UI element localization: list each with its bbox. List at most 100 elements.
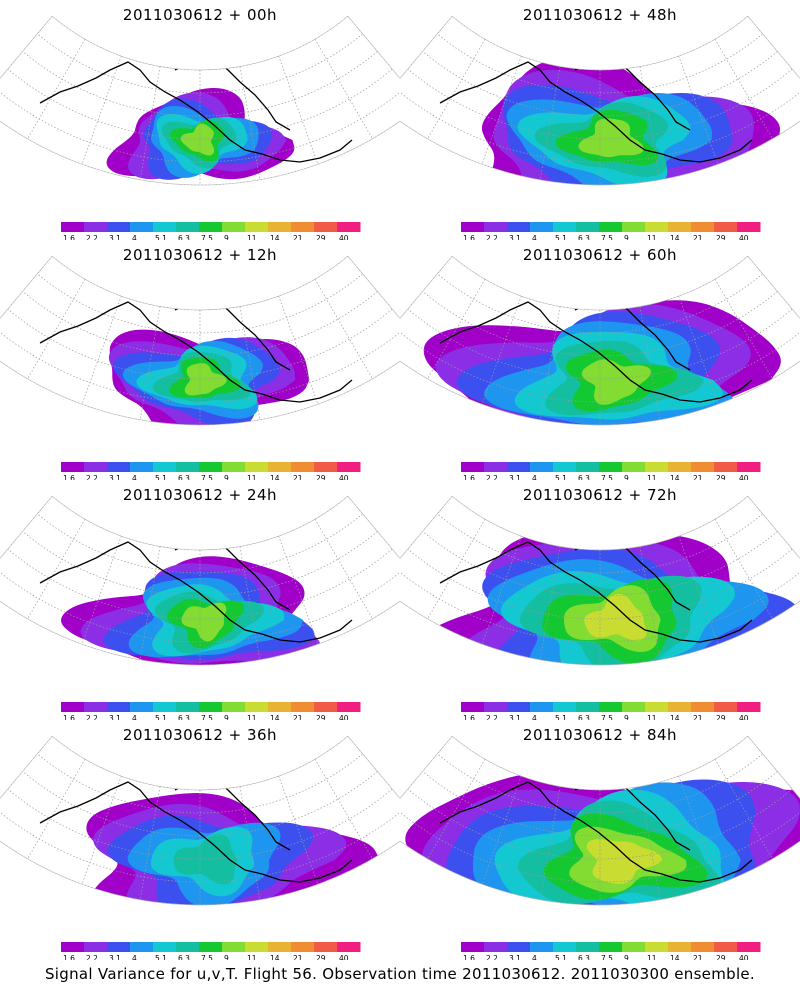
map-svg [0,735,400,906]
colorbar-swatch [668,942,692,952]
colorbar-swatch [461,942,485,952]
contour-band [584,593,647,641]
map-frame [0,255,400,426]
colorbar-tick-label: 3.1 [109,954,121,960]
variance-field [108,329,310,426]
colorbar-tick-label: 1.6 [63,234,75,240]
colorbar-swatch [107,462,131,472]
colorbar-tick-label: 1.6 [63,474,75,480]
colorbar-tick-label: 5.1 [555,474,567,480]
contour-band [581,359,651,405]
variance-field [481,56,780,186]
colorbar-swatch [645,462,669,472]
colorbar-swatch [337,942,361,952]
colorbar: 1.6 2.2 3.1 4 5.1 6.3 7.5 9 11 14 21 29 40 [461,462,761,480]
colorbar-tick-label: 11 [647,474,657,480]
colorbar-swatch [199,222,223,232]
colorbar-swatch [61,942,85,952]
colorbar-swatch [107,222,131,232]
panel-title: 2011030612 + 48h [522,6,678,24]
colorbar-swatch [245,462,269,472]
colorbar-tick-label: 5.1 [155,954,167,960]
colorbar-swatch [530,942,554,952]
panel-title: 2011030612 + 84h [522,726,678,744]
colorbar-tick-label: 29 [716,474,726,480]
colorbar-swatch [553,702,577,712]
colorbar-tick-label: 14 [270,474,280,480]
colorbar-swatch [153,942,177,952]
colorbar-tick-label: 40 [339,474,349,480]
colorbar-tick-label: 2.2 [486,714,498,720]
colorbar-tick-label: 14 [270,714,280,720]
map-svg [400,495,800,666]
colorbar-swatch [691,462,715,472]
colorbar-tick-label: 21 [293,954,303,960]
colorbar-swatch [291,462,315,472]
colorbar-tick-label: 4 [532,954,537,960]
colorbar-tick-label: 40 [339,714,349,720]
colorbar-tick-label: 14 [670,474,680,480]
colorbar-swatch [553,942,577,952]
colorbar-swatch [84,462,108,472]
colorbar-swatch [714,702,738,712]
colorbar-tick-label: 11 [247,714,257,720]
colorbar-tick-label: 1.6 [463,474,475,480]
colorbar-swatch [507,702,531,712]
colorbar-swatch [176,222,200,232]
colorbar-swatch [61,702,85,712]
colorbar-tick-label: 5.1 [555,714,567,720]
colorbar-tick-label: 6.3 [578,474,590,480]
colorbar-swatch [314,222,338,232]
colorbar-tick-label: 4 [132,714,137,720]
colorbar-swatch [314,702,338,712]
colorbar-tick-label: 11 [647,714,657,720]
variance-field [86,793,381,906]
map-panel: 2011030612 + 12h 1.6 2.2 3.1 4 5.1 6.3 7.5 9 11 14… [0,240,400,480]
colorbar-swatch [291,702,315,712]
map-frame [0,735,400,906]
colorbar-swatch [530,702,554,712]
colorbar-swatch [622,702,646,712]
map-frame [0,495,400,666]
colorbar-swatch [84,222,108,232]
colorbar-swatch [484,702,508,712]
colorbar-swatch [337,462,361,472]
colorbar-tick-label: 2.2 [86,234,98,240]
colorbar-swatch [737,942,761,952]
colorbar-swatch [714,462,738,472]
variance-field [423,300,781,426]
contour-band [578,118,644,158]
colorbar-swatch [668,462,692,472]
colorbar-tick-label: 3.1 [109,474,121,480]
colorbar-swatch [737,222,761,232]
colorbar-tick-label: 40 [739,234,749,240]
colorbar-swatch [222,222,246,232]
colorbar-swatch [599,942,623,952]
colorbar-swatch [291,222,315,232]
colorbar-swatch [176,462,200,472]
colorbar-swatch [622,222,646,232]
map-svg [400,15,800,186]
colorbar-tick-label: 21 [693,714,703,720]
colorbar-swatch [737,702,761,712]
colorbar-swatch [599,462,623,472]
map-svg [400,735,800,906]
colorbar-tick-label: 1.6 [463,714,475,720]
contour-band [180,123,215,156]
colorbar-swatch [484,942,508,952]
colorbar-tick-label: 5.1 [155,474,167,480]
colorbar-tick-label: 4 [132,954,137,960]
colorbar-tick-label: 2.2 [86,714,98,720]
colorbar-swatch [507,222,531,232]
colorbar-swatch [714,942,738,952]
map-svg [0,15,400,186]
colorbar-tick-label: 21 [293,474,303,480]
colorbar-tick-label: 7.5 [201,234,213,240]
colorbar-swatch [153,462,177,472]
map-panel: 2011030612 + 72h 1.6 2.2 3.1 4 5.1 6.3 7.5 9 11 14… [400,480,800,720]
colorbar-tick-label: 6.3 [178,714,190,720]
colorbar-tick-label: 6.3 [578,234,590,240]
colorbar-tick-label: 9 [624,474,629,480]
colorbar-tick-label: 6.3 [578,954,590,960]
